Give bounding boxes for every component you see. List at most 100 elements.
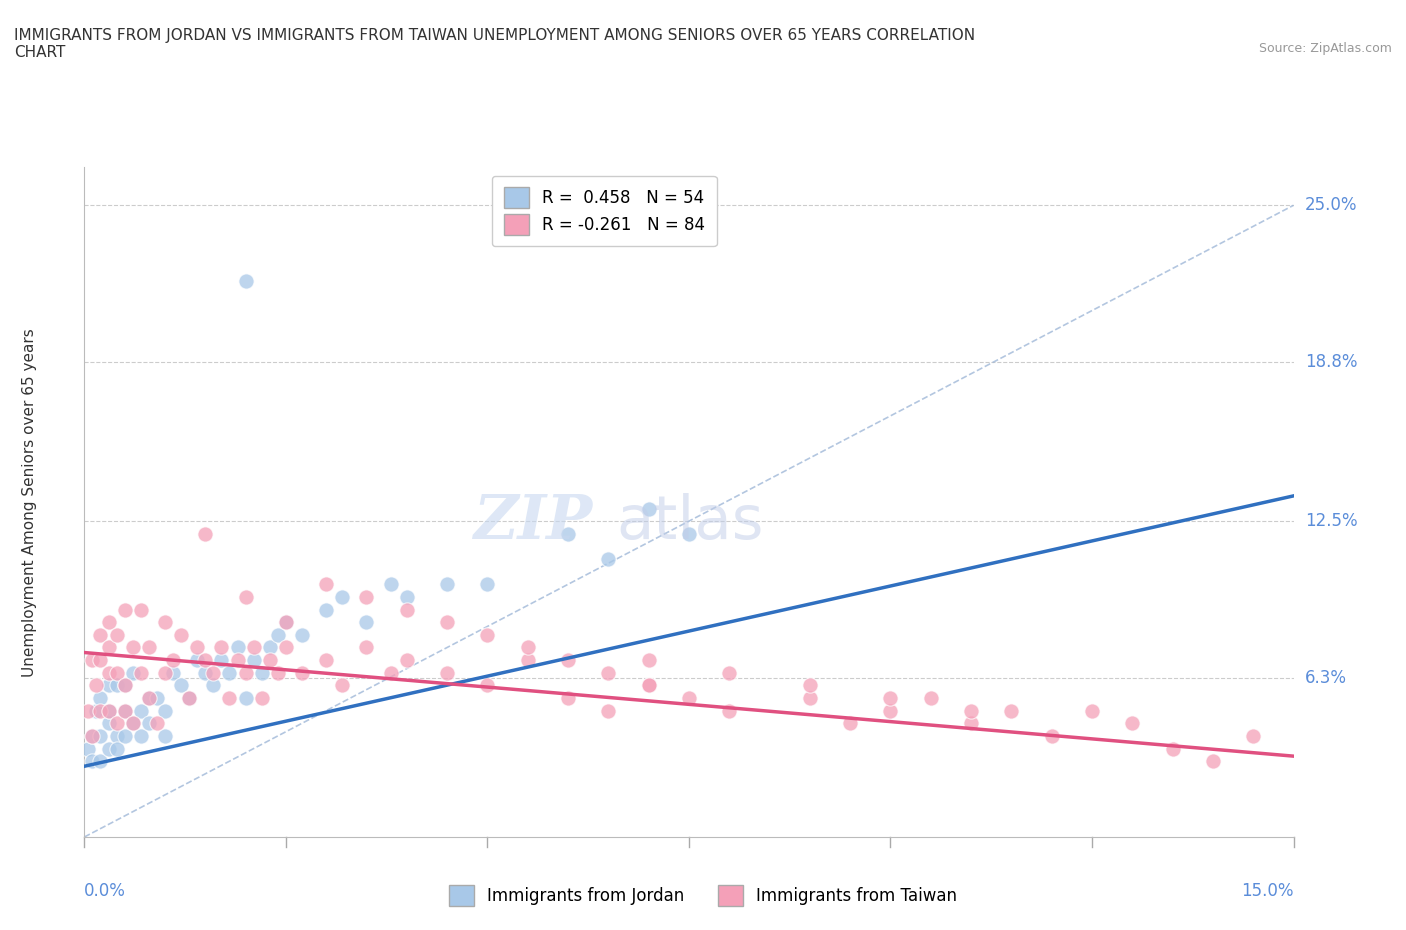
Point [82, 753, 104, 768]
Point [105, 665, 128, 680]
Point [146, 716, 169, 731]
Point [1000, 703, 1022, 718]
Point [82, 728, 104, 743]
Point [138, 691, 160, 706]
Point [637, 501, 659, 516]
Point [226, 653, 249, 668]
Point [218, 665, 240, 680]
Text: 18.8%: 18.8% [1305, 353, 1357, 371]
Point [356, 590, 378, 604]
Point [105, 728, 128, 743]
Text: Unemployment Among Seniors over 65 years: Unemployment Among Seniors over 65 years [22, 328, 38, 677]
Point [235, 590, 257, 604]
Point [97, 703, 120, 718]
Point [315, 653, 337, 668]
Point [557, 526, 579, 541]
Point [1081, 703, 1104, 718]
Point [86, 678, 108, 693]
Point [170, 678, 193, 693]
Point [637, 678, 659, 693]
Point [637, 653, 659, 668]
Legend: R =  0.458   N = 54, R = -0.261   N = 84: R = 0.458 N = 54, R = -0.261 N = 84 [492, 176, 717, 246]
Point [477, 678, 499, 693]
Point [82, 653, 104, 668]
Point [86, 703, 108, 718]
Point [129, 602, 152, 617]
Point [799, 691, 821, 706]
Point [477, 577, 499, 591]
Point [242, 640, 264, 655]
Point [153, 728, 176, 743]
Point [678, 526, 700, 541]
Point [202, 678, 225, 693]
Point [380, 577, 402, 591]
Point [121, 640, 143, 655]
Point [105, 741, 128, 756]
Point [516, 653, 538, 668]
Point [259, 653, 281, 668]
Point [718, 665, 741, 680]
Point [170, 628, 193, 643]
Text: 12.5%: 12.5% [1305, 512, 1357, 530]
Point [839, 716, 862, 731]
Point [242, 653, 264, 668]
Point [89, 703, 111, 718]
Point [89, 753, 111, 768]
Point [274, 640, 297, 655]
Point [315, 577, 337, 591]
Point [678, 691, 700, 706]
Point [138, 691, 160, 706]
Point [235, 665, 257, 680]
Point [138, 640, 160, 655]
Point [436, 577, 458, 591]
Point [82, 728, 104, 743]
Text: 0.0%: 0.0% [84, 883, 127, 900]
Point [436, 615, 458, 630]
Point [194, 526, 217, 541]
Point [637, 678, 659, 693]
Point [97, 716, 120, 731]
Point [97, 703, 120, 718]
Point [114, 678, 136, 693]
Text: 6.3%: 6.3% [1305, 669, 1347, 687]
Point [250, 691, 273, 706]
Point [477, 628, 499, 643]
Point [121, 665, 143, 680]
Point [395, 602, 418, 617]
Point [920, 691, 942, 706]
Point [162, 665, 184, 680]
Point [129, 665, 152, 680]
Point [105, 628, 128, 643]
Point [598, 551, 620, 566]
Point [250, 665, 273, 680]
Point [1241, 728, 1264, 743]
Point [291, 628, 314, 643]
Text: 25.0%: 25.0% [1305, 196, 1357, 214]
Legend: Immigrants from Jordan, Immigrants from Taiwan: Immigrants from Jordan, Immigrants from … [443, 879, 963, 912]
Point [356, 640, 378, 655]
Point [436, 665, 458, 680]
Point [114, 678, 136, 693]
Point [121, 716, 143, 731]
Text: Source: ZipAtlas.com: Source: ZipAtlas.com [1258, 42, 1392, 55]
Text: atlas: atlas [616, 493, 763, 551]
Point [121, 716, 143, 731]
Point [209, 653, 232, 668]
Point [162, 653, 184, 668]
Point [1161, 741, 1184, 756]
Point [105, 678, 128, 693]
Point [77, 741, 100, 756]
Point [235, 691, 257, 706]
Point [97, 665, 120, 680]
Point [218, 691, 240, 706]
Point [380, 665, 402, 680]
Point [259, 640, 281, 655]
Point [186, 653, 208, 668]
Point [960, 703, 983, 718]
Point [356, 615, 378, 630]
Point [1040, 728, 1063, 743]
Point [105, 716, 128, 731]
Point [153, 615, 176, 630]
Point [1202, 753, 1225, 768]
Point [274, 615, 297, 630]
